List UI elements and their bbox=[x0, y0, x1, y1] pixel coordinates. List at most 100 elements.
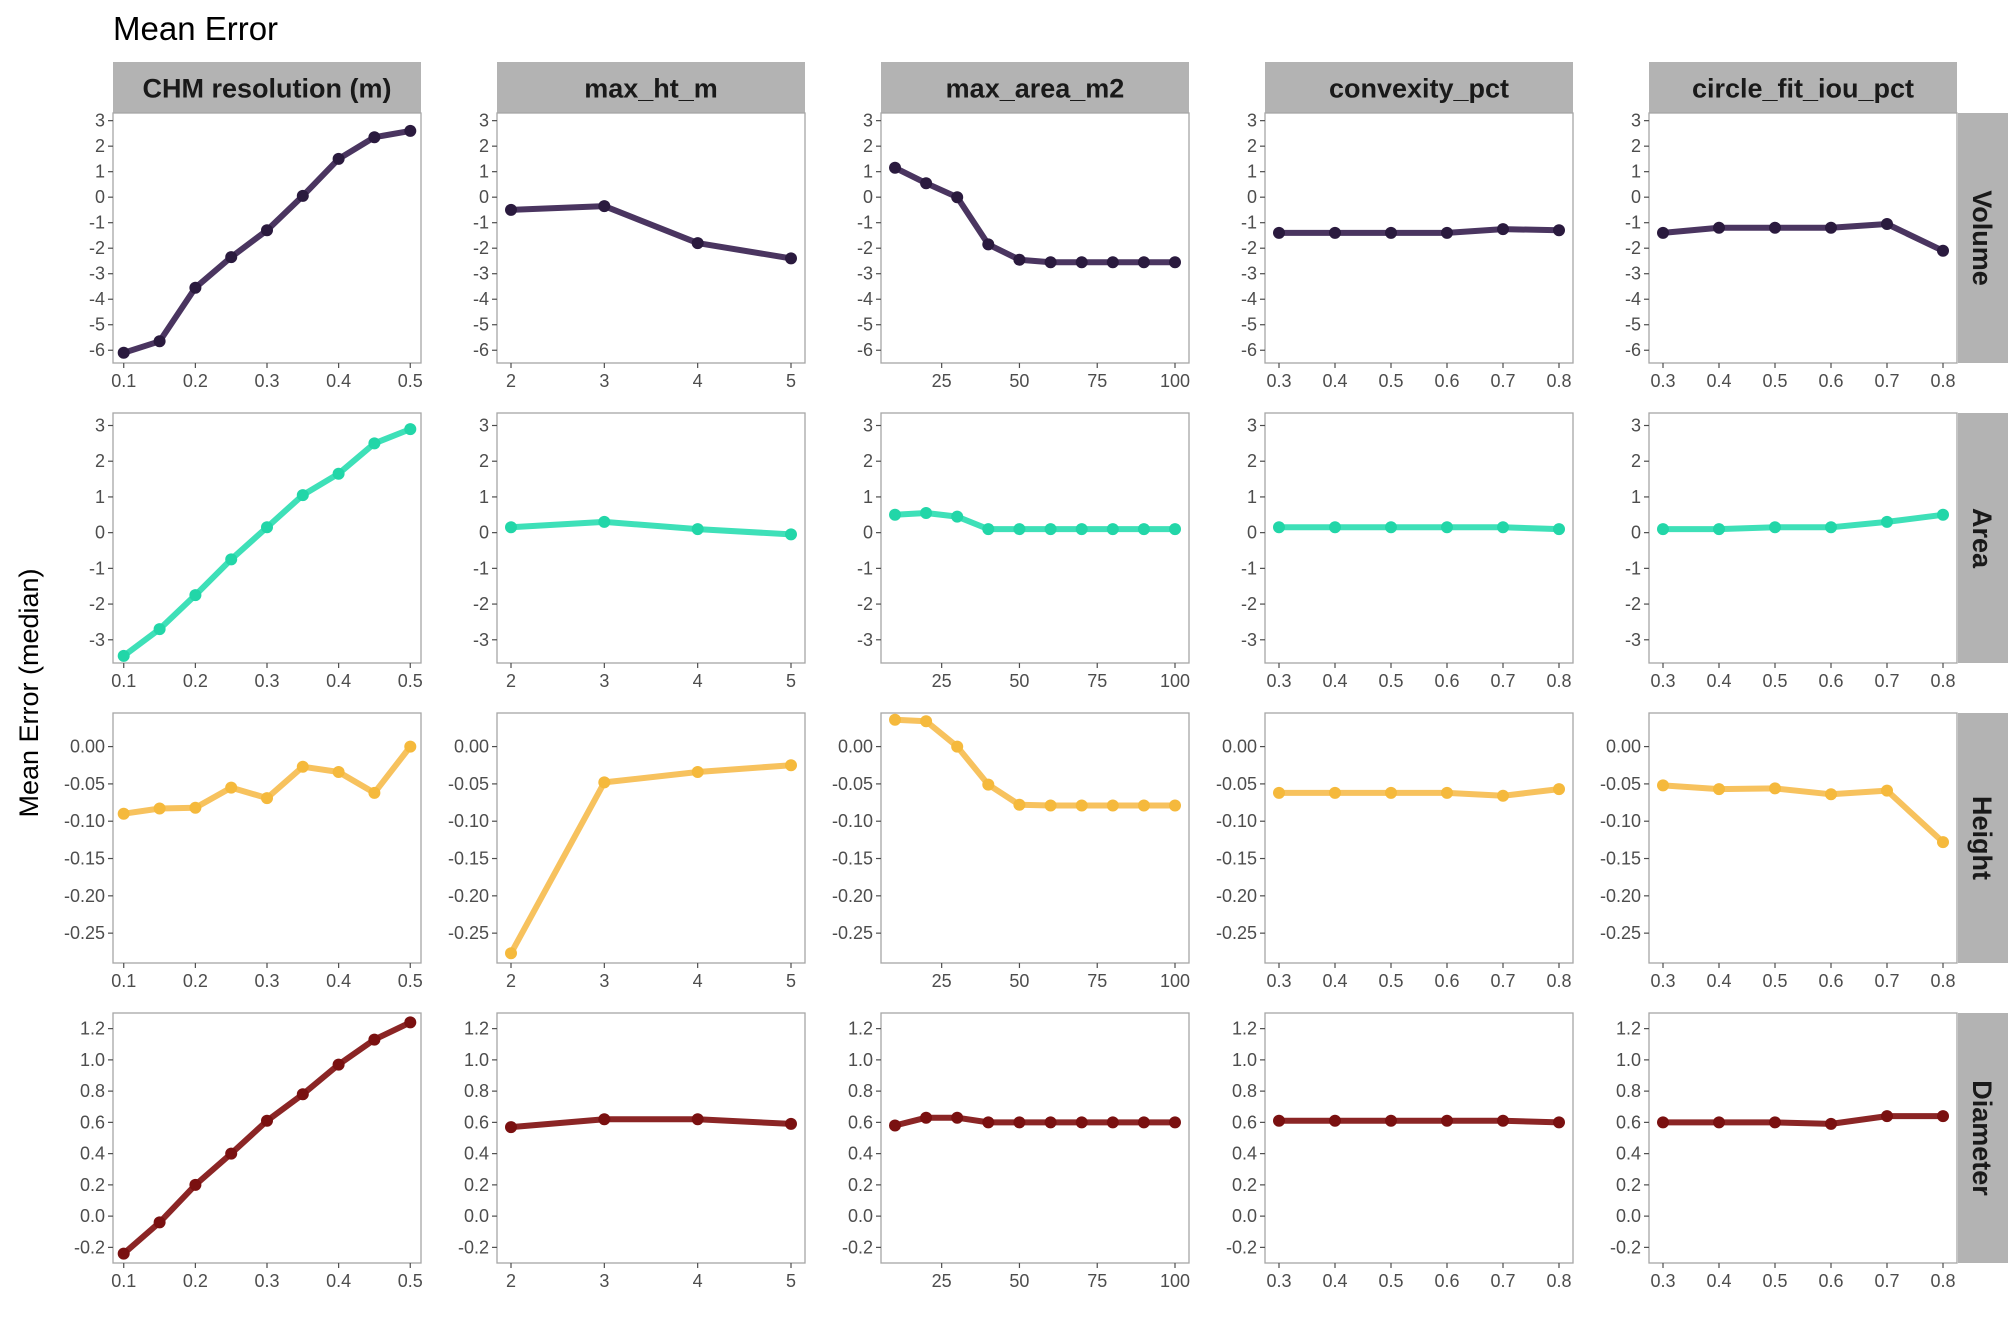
x-tick-label: 100 bbox=[1160, 971, 1190, 991]
series-line bbox=[508, 1116, 794, 1131]
data-point bbox=[1881, 1110, 1893, 1123]
y-tick-label: 0.6 bbox=[1616, 1112, 1641, 1132]
facet-strip-height: Height bbox=[1958, 713, 2008, 963]
y-tick-label: -2 bbox=[1241, 594, 1257, 614]
x-tick-label: 75 bbox=[1087, 971, 1107, 991]
y-tick-label: 0.0 bbox=[80, 1206, 105, 1226]
x-tick-label: 0.7 bbox=[1874, 371, 1899, 391]
data-point bbox=[1075, 799, 1088, 812]
data-point bbox=[1657, 226, 1669, 239]
y-tick-label: -1 bbox=[857, 213, 873, 233]
x-tick-label: 0.5 bbox=[398, 971, 423, 991]
data-point bbox=[225, 553, 238, 566]
facet-strip-ht: max_ht_m bbox=[497, 62, 805, 113]
panel-area-ht: -3 -2 -1 0 1 2 3 2 3 4 5 bbox=[473, 412, 806, 691]
facet-strip-bg bbox=[1958, 1013, 2008, 1263]
y-tick-label: -6 bbox=[89, 340, 105, 360]
y-tick-label: 0 bbox=[479, 187, 489, 207]
data-point bbox=[1169, 799, 1181, 812]
y-tick-label: 2 bbox=[1631, 451, 1641, 471]
data-point bbox=[261, 1114, 273, 1127]
data-point bbox=[1881, 218, 1893, 230]
x-tick-label: 0.3 bbox=[254, 1271, 279, 1291]
y-tick-label: -0.10 bbox=[1216, 811, 1257, 831]
x-tick-label: 50 bbox=[1009, 1271, 1029, 1291]
data-point bbox=[1825, 221, 1837, 234]
facet-strip-bg bbox=[1958, 413, 2008, 663]
data-point bbox=[691, 1113, 704, 1126]
data-point bbox=[691, 523, 704, 536]
data-point bbox=[785, 759, 797, 772]
data-point bbox=[1825, 521, 1837, 534]
series-line bbox=[508, 762, 794, 957]
y-tick-label: -2 bbox=[1625, 594, 1641, 614]
x-tick-label: 0.7 bbox=[1874, 671, 1899, 691]
y-tick-label: 2 bbox=[1247, 136, 1257, 156]
x-tick-label: 0.4 bbox=[326, 671, 351, 691]
data-point bbox=[1013, 1116, 1026, 1129]
data-point bbox=[225, 1147, 238, 1160]
data-point bbox=[1657, 523, 1669, 536]
facet-strip-label: Diameter bbox=[1967, 1080, 1997, 1196]
x-tick-label: 0.5 bbox=[1378, 371, 1403, 391]
x-tick-label: 25 bbox=[932, 971, 952, 991]
panel-border bbox=[1648, 1012, 1958, 1264]
data-point bbox=[1385, 521, 1397, 534]
data-point bbox=[1713, 783, 1725, 796]
data-point bbox=[505, 521, 517, 534]
facet-strip-conv: convexity_pct bbox=[1265, 62, 1573, 113]
x-tick-label: 3 bbox=[599, 1271, 609, 1291]
x-tick-label: 0.7 bbox=[1874, 1271, 1899, 1291]
data-point bbox=[1553, 1116, 1565, 1129]
data-point bbox=[1881, 515, 1893, 528]
y-tick-label: 0.00 bbox=[454, 737, 489, 757]
y-tick-label: 0.00 bbox=[1222, 737, 1257, 757]
y-tick-label: -2 bbox=[473, 594, 489, 614]
y-tick-label: 3 bbox=[1247, 416, 1257, 436]
data-point bbox=[1497, 789, 1509, 802]
x-tick-label: 50 bbox=[1009, 971, 1029, 991]
y-tick-label: -0.15 bbox=[832, 849, 873, 869]
data-point bbox=[1075, 256, 1088, 269]
x-tick-label: 0.2 bbox=[183, 971, 208, 991]
y-tick-label: -0.05 bbox=[1216, 774, 1257, 794]
facet-strip-area: Area bbox=[1958, 413, 2008, 663]
data-point bbox=[332, 467, 345, 480]
y-tick-label: -1 bbox=[1241, 213, 1257, 233]
y-tick-label: -4 bbox=[857, 289, 873, 309]
facet-strip-volume: Volume bbox=[1958, 113, 2008, 363]
data-point bbox=[1825, 788, 1837, 801]
x-tick-label: 0.3 bbox=[254, 371, 279, 391]
facet-strip-circ: circle_fit_iou_pct bbox=[1649, 62, 1957, 113]
x-tick-label: 0.4 bbox=[1322, 1271, 1347, 1291]
facet-strip-diameter: Diameter bbox=[1958, 1013, 2008, 1263]
facet-strip-label: CHM resolution (m) bbox=[143, 74, 392, 104]
x-tick-label: 0.8 bbox=[1930, 1271, 1955, 1291]
x-tick-label: 2 bbox=[506, 1271, 516, 1291]
data-point bbox=[368, 437, 381, 450]
data-point bbox=[598, 1113, 611, 1126]
data-point bbox=[1937, 508, 1949, 521]
data-point bbox=[296, 760, 309, 773]
y-tick-label: -3 bbox=[1625, 264, 1641, 284]
x-tick-label: 25 bbox=[932, 1271, 952, 1291]
data-point bbox=[920, 1111, 933, 1124]
data-point bbox=[505, 203, 517, 216]
y-tick-label: 0 bbox=[1631, 187, 1641, 207]
data-point bbox=[117, 346, 130, 359]
data-point bbox=[1769, 782, 1781, 795]
x-tick-label: 0.6 bbox=[1818, 1271, 1843, 1291]
facet-strip-label: Area bbox=[1967, 508, 1997, 569]
facet-strip-label: circle_fit_iou_pct bbox=[1692, 74, 1914, 104]
data-point bbox=[951, 510, 964, 523]
y-tick-label: -0.25 bbox=[64, 923, 105, 943]
x-tick-label: 5 bbox=[786, 671, 796, 691]
data-point bbox=[982, 523, 995, 536]
data-point bbox=[889, 161, 901, 174]
y-tick-label: 1.0 bbox=[1232, 1050, 1257, 1070]
panel-diameter-area: -0.2 0.0 0.2 0.4 0.6 0.8 1.0 1.2 25 50 75 100 bbox=[842, 1012, 1190, 1291]
y-tick-label: 3 bbox=[479, 416, 489, 436]
y-tick-label: -3 bbox=[857, 630, 873, 650]
y-tick-label: 1.0 bbox=[80, 1050, 105, 1070]
